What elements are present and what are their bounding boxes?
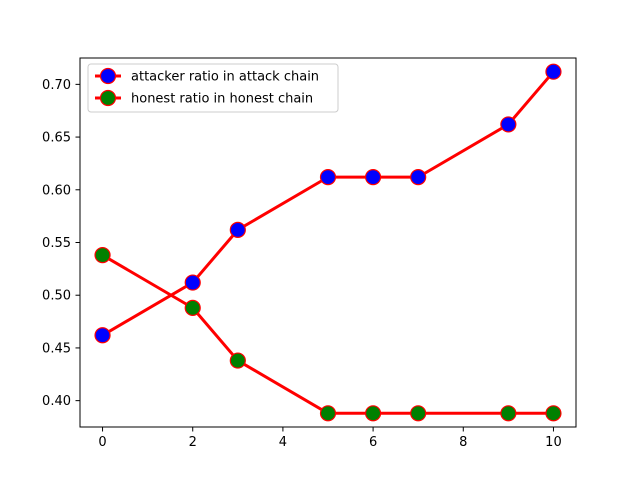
series-2-point-5 [364, 405, 382, 422]
series-1-point-5 [364, 169, 382, 186]
x-tick-label: 0 [98, 435, 106, 450]
y-tick-label: 0.55 [42, 236, 71, 251]
x-tick-label: 8 [459, 435, 467, 450]
series-1-point-4 [319, 169, 337, 186]
series-line-1 [100, 69, 556, 338]
series-2-point-6 [410, 405, 427, 422]
y-tick-label: 0.70 [42, 78, 71, 93]
legend-marker-2 [99, 89, 117, 107]
y-tick-label: 0.45 [42, 341, 71, 356]
x-tick-label: 4 [279, 435, 287, 450]
legend-label-1: attacker ratio in attack chain [131, 70, 319, 85]
series-layer [94, 63, 562, 422]
series-2-point-8 [545, 405, 562, 422]
y-tick-label: 0.60 [42, 183, 71, 198]
series-2-point-2 [184, 299, 201, 316]
ticks-layer: 0 2 4 6 8 10 0.40 0.45 0.50 0.55 0.60 0.65 0.70 [42, 78, 562, 450]
y-tick-label: 0.40 [42, 394, 71, 409]
series-2-point-7 [500, 405, 517, 422]
series-1-point-6 [410, 169, 427, 186]
legend-label-2: honest ratio in honest chain [131, 92, 313, 107]
series-1-point-1 [94, 327, 111, 344]
series-2-point-3 [229, 352, 246, 369]
series-2-point-1 [94, 247, 111, 264]
series-1-point-3 [229, 221, 246, 238]
series-2-point-4 [319, 405, 337, 422]
legend-box [87, 63, 339, 113]
y-tick-label: 0.50 [42, 289, 71, 304]
x-tick-label: 2 [189, 435, 197, 450]
legend-marker-1 [99, 67, 117, 85]
series-1-point-2 [184, 274, 201, 291]
series-1-point-8 [545, 63, 562, 80]
legend: attacker ratio in attack chain honest rat… [87, 63, 339, 113]
series-line-2 [100, 253, 555, 415]
series-1-point-7 [500, 116, 517, 133]
y-tick-label: 0.65 [42, 131, 71, 146]
plot-background [80, 58, 576, 427]
x-tick-label: 6 [369, 435, 377, 450]
x-tick-label: 10 [545, 435, 562, 450]
plot-area [80, 58, 576, 427]
